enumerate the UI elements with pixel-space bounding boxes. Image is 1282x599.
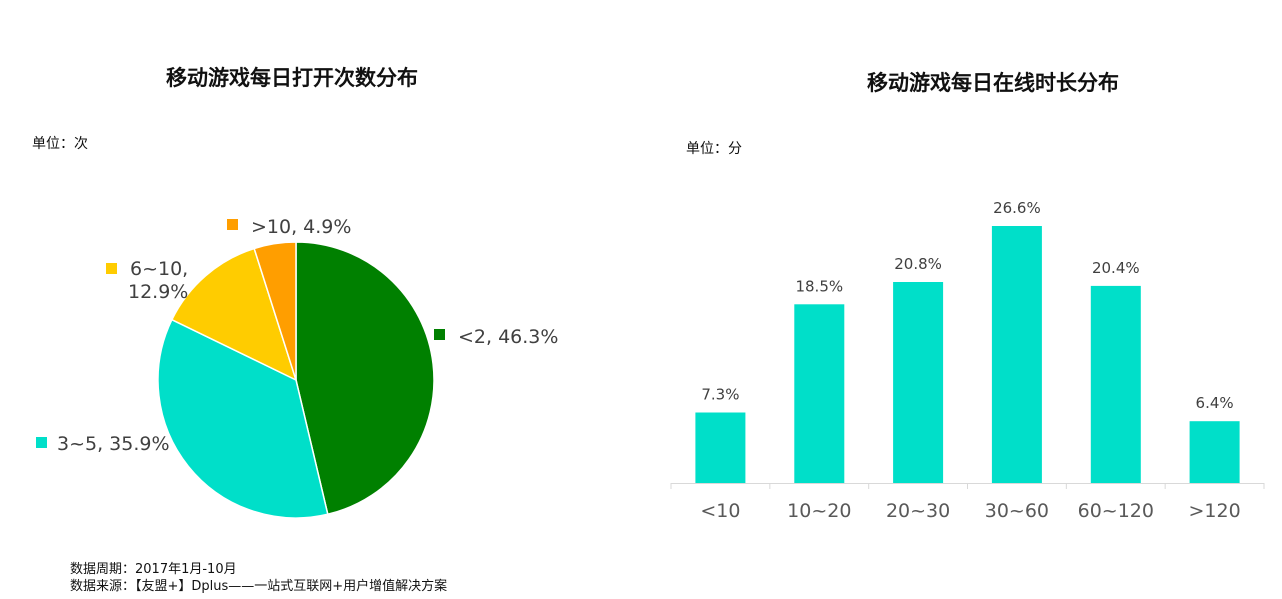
pie-slice (295, 241, 435, 516)
bar-value-label: 18.5% (795, 277, 843, 295)
pie-slice-label: 3~5, 35.9% (57, 433, 170, 455)
bar-value-label: 7.3% (701, 386, 739, 404)
data-source-note: 数据来源：【友盟+】Dplus——一站式互联网+用户增值解决方案 (70, 579, 448, 594)
bar (893, 282, 944, 483)
x-tick-label: 60~120 (1078, 500, 1154, 522)
bar (1090, 285, 1141, 483)
x-tick-label: >120 (1189, 500, 1241, 522)
pie-slice-label: >10, 4.9% (251, 216, 351, 238)
footer: 数据周期：2017年1月-10月 数据来源：【友盟+】Dplus——一站式互联网… (70, 561, 447, 595)
bar-chart: 7.3% <10 18.5% 10~20 20.8% 20~30 26.6% 30~60 20.… (670, 199, 1265, 522)
pie-legend-swatch (434, 329, 445, 340)
pie-chart: <2, 46.3% 3~5, 35.9% 6~10, 12.9% >10, 4.9% (36, 216, 558, 519)
pie-slice (253, 241, 297, 381)
bar (1189, 421, 1240, 483)
pie-legend-swatch (106, 263, 117, 274)
x-tick-label: 10~20 (787, 500, 851, 522)
pie-slice (157, 318, 329, 519)
x-tick-label: 30~60 (985, 500, 1049, 522)
pie-chart-title: 移动游戏每日打开次数分布 (166, 66, 418, 90)
bar-value-label: 20.4% (1092, 259, 1140, 277)
bar-value-label: 26.6% (993, 199, 1041, 217)
data-period-note: 数据周期：2017年1月-10月 (70, 562, 237, 577)
x-tick-label: <10 (700, 500, 740, 522)
bar-value-label: 20.8% (894, 255, 942, 273)
bar (695, 412, 746, 483)
pie-slice-label: 6~10, 12.9% (128, 258, 188, 303)
bar (794, 304, 845, 483)
pie-slice (170, 247, 298, 382)
pie-legend-swatch (36, 437, 47, 448)
x-tick-label: 20~30 (886, 500, 950, 522)
pie-legend-swatch (227, 219, 238, 230)
bar (991, 226, 1042, 483)
bar-unit-label: 单位：分 (686, 141, 742, 157)
pie-slice-label: <2, 46.3% (458, 326, 558, 348)
pie-unit-label: 单位：次 (32, 136, 88, 152)
bar-chart-title: 移动游戏每日在线时长分布 (867, 71, 1119, 95)
bar-value-label: 6.4% (1196, 394, 1234, 412)
